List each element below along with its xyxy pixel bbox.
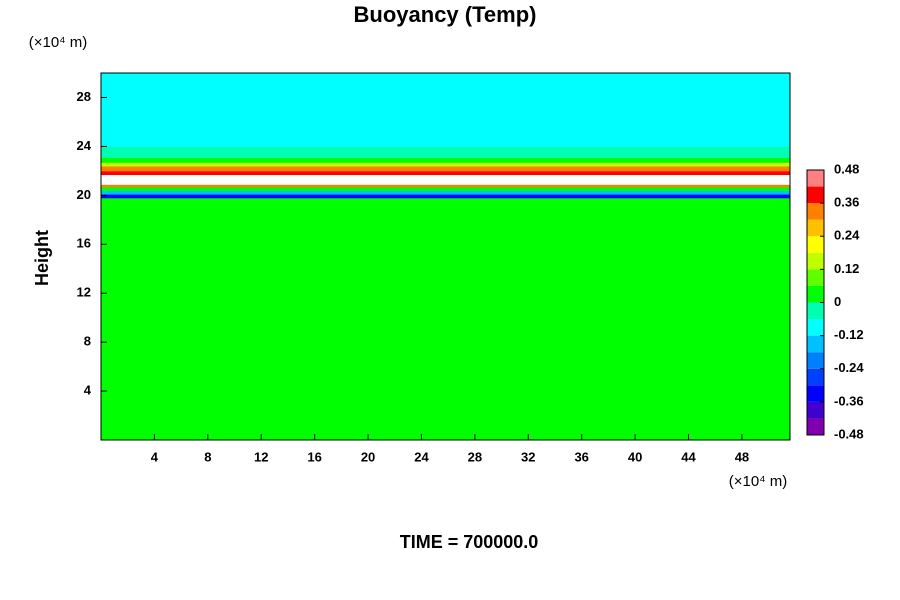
heat-cell [101,170,790,176]
colorbar-band [807,236,824,253]
colorbar-tick-label: -0.48 [834,426,864,441]
colorbar-band [807,219,824,237]
heat-cell [101,186,790,191]
heat-cell [101,174,790,183]
heat-cell [101,134,790,147]
colorbar-band [807,203,824,220]
y-axis-label: Height [32,230,52,286]
x-tick-label: 24 [414,449,429,464]
heat-cell [101,181,790,185]
x-tick-label: 48 [735,449,749,464]
y-tick-label: 28 [77,89,91,104]
chart-title: Buoyancy (Temp) [354,2,537,27]
colorbar-tick-label: 0.36 [834,195,859,210]
colorbar-band [807,252,824,270]
y-tick-label: 4 [84,383,92,398]
colorbar-band [807,285,824,303]
colorbar-band [807,269,824,286]
y-tick-label: 24 [77,138,92,153]
colorbar-band [807,368,824,386]
heat-cell [101,190,790,195]
x-unit: (×10⁴ m) [729,473,788,490]
colorbar-band [807,352,824,369]
y-unit: (×10⁴ m) [29,34,88,51]
x-tick-label: 36 [574,449,588,464]
colorbar-band [807,418,824,435]
heat-cell [101,103,790,135]
x-tick-label: 12 [254,449,268,464]
heat-cell [101,165,790,172]
heat-cell [101,184,790,188]
x-tick-label: 4 [151,449,159,464]
heat-cell [101,157,790,163]
y-tick-label: 20 [77,187,91,202]
colorbar-tick-label: 0.12 [834,261,859,276]
x-tick-label: 20 [361,449,375,464]
y-tick-label: 8 [84,334,91,349]
x-tick-label: 28 [468,449,482,464]
colorbar-band [807,302,824,320]
colorbar-tick-label: -0.24 [834,360,864,375]
colorbar-tick-label: -0.36 [834,393,864,408]
heat-cell [101,162,790,167]
x-tick-label: 44 [681,449,696,464]
colorbar-tick-label: 0.48 [834,161,859,176]
colorbar-band [807,319,824,336]
heat-cell [101,146,790,158]
heat-cell [101,194,790,199]
colorbar-band [807,335,824,353]
x-tick-label: 32 [521,449,535,464]
colorbar-band [807,170,824,187]
heat-cell [101,197,790,441]
colorbar-tick-label: 0.24 [834,228,860,243]
heat-cell [101,73,790,105]
x-tick-label: 16 [307,449,321,464]
colorbar-band [807,385,824,402]
plot-frame [100,72,791,441]
colorbar-band [807,186,824,204]
y-tick-label: 12 [77,285,91,300]
colorbar-tick-label: 0 [834,294,841,309]
x-tick-label: 40 [628,449,642,464]
y-tick-label: 16 [77,236,91,251]
colorbar-band [807,401,824,419]
time-annotation: TIME = 700000.0 [400,532,539,552]
x-tick-label: 8 [204,449,211,464]
colorbar-tick-label: -0.12 [834,327,864,342]
